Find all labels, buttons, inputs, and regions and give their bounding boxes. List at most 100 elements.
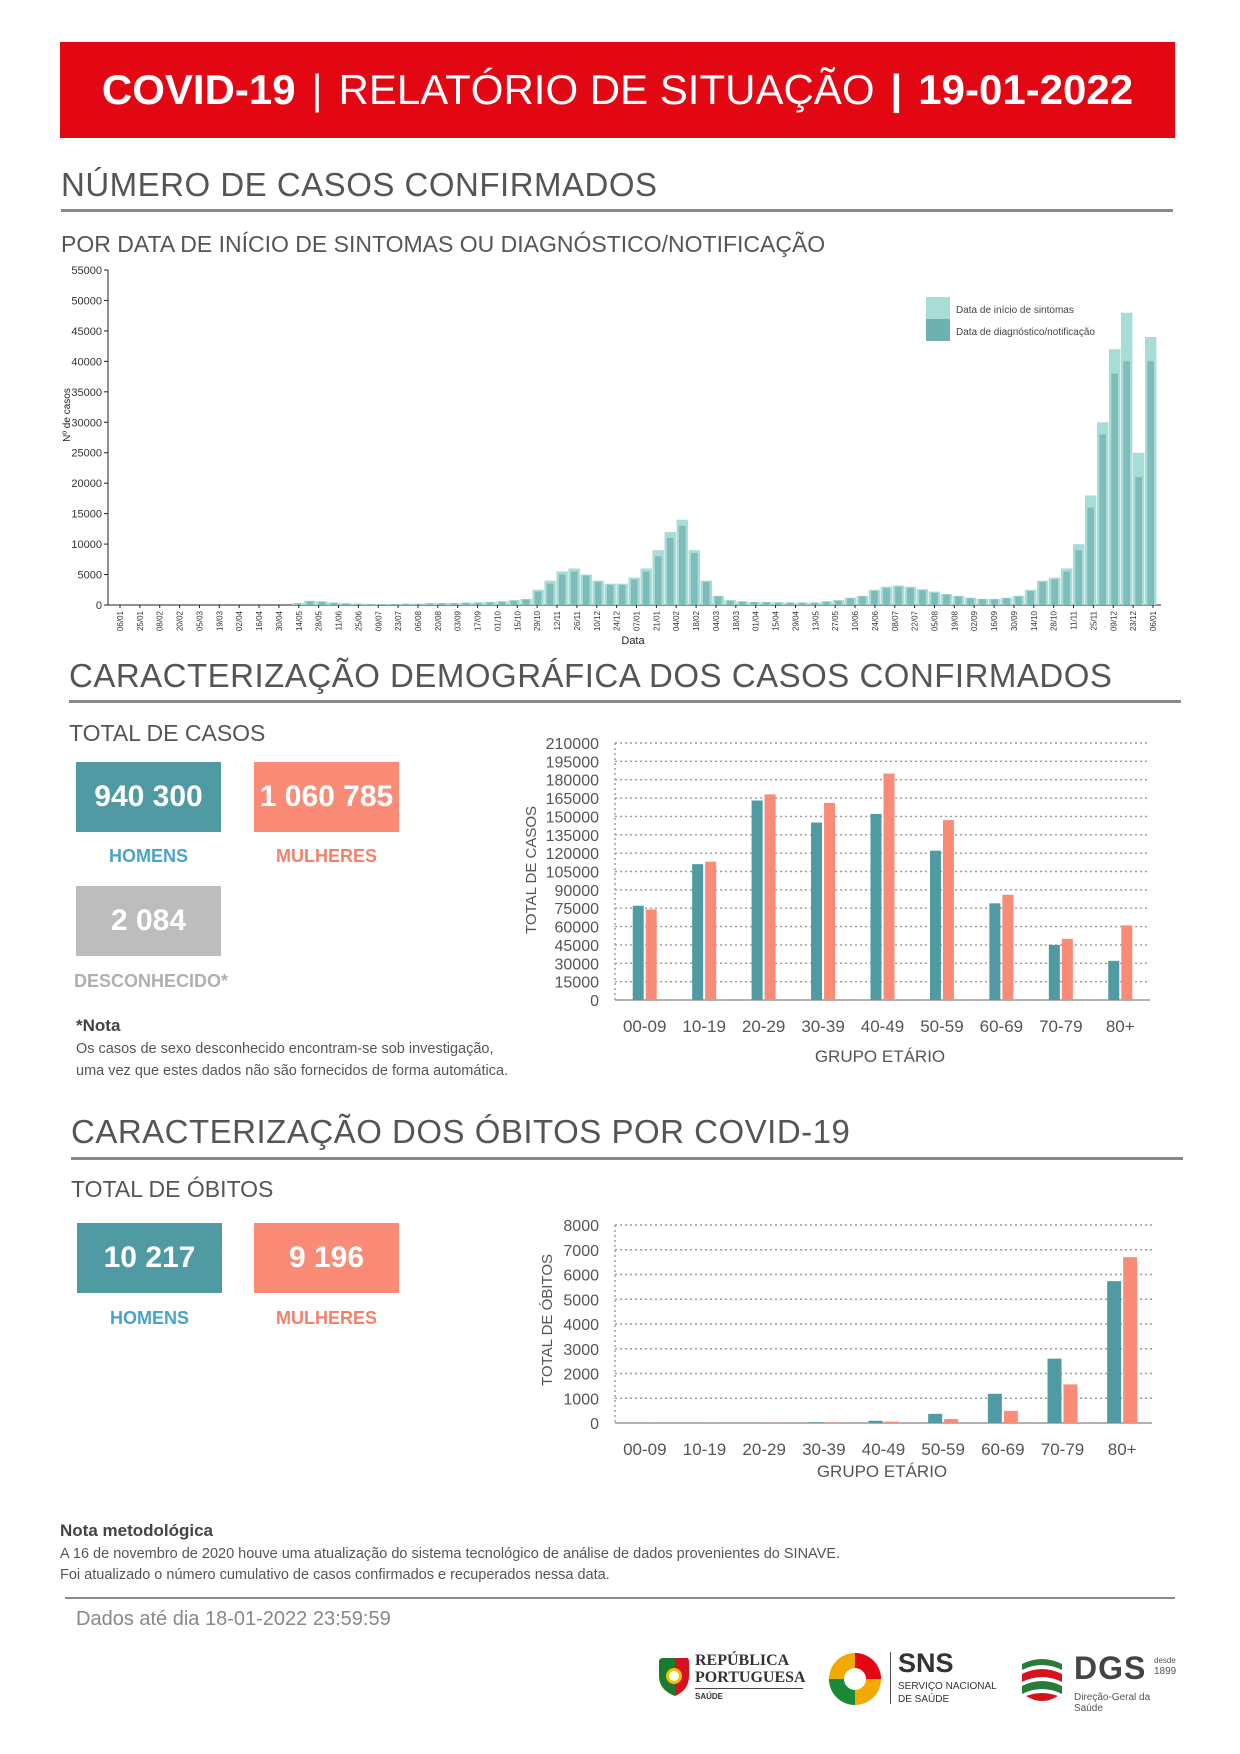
epi-bar-notification	[426, 603, 434, 605]
epi-legend-label-notification: Data de diagnóstico/notificação	[956, 327, 1095, 338]
epi-x-tick-label: 19/03	[215, 610, 224, 631]
cases-age-ylabel: TOTAL DE CASOS	[523, 806, 540, 934]
cases-age-x-tick-label: 20-29	[742, 1017, 785, 1036]
epi-y-tick-label: 35000	[71, 387, 102, 399]
epi-bar-notification	[895, 586, 902, 605]
cases-age-bar-men	[811, 822, 823, 1000]
deaths-age-x-tick-label: 50-59	[921, 1440, 964, 1459]
epi-bar-notification	[835, 600, 842, 605]
portugal-shield-icon	[659, 1658, 689, 1696]
deaths-age-bar-women	[1003, 1410, 1018, 1423]
deaths-women-value: 9 196	[254, 1223, 399, 1293]
epi-bar-notification	[654, 556, 662, 605]
epi-bar-notification	[967, 598, 974, 605]
epi-bar-notification	[702, 581, 710, 605]
cases-age-y-tick-label: 75000	[555, 901, 600, 918]
cases-age-y-tick-label: 150000	[546, 809, 599, 826]
deaths-age-bar-men	[987, 1393, 1002, 1423]
epi-x-tick-label: 23/12	[1129, 610, 1138, 631]
logo3-main: DGS	[1074, 1650, 1147, 1686]
epi-bar-notification	[414, 603, 422, 605]
epi-bar-notification	[1111, 373, 1118, 605]
cases-age-bar-men	[1048, 944, 1060, 1000]
epi-bar-notification	[907, 587, 914, 605]
republica-portuguesa-logo: REPÚBLICA PORTUGUESA SAÚDE	[655, 1652, 806, 1708]
cases-age-x-tick-label: 40-49	[861, 1017, 904, 1036]
cases-age-x-tick-label: 60-69	[980, 1017, 1023, 1036]
deaths-age-y-tick-label: 2000	[563, 1367, 599, 1384]
epi-x-tick-label: 18/03	[732, 610, 741, 631]
deaths-age-y-tick-label: 5000	[563, 1292, 599, 1309]
deaths-age-xlabel: GRUPO ETÁRIO	[817, 1462, 947, 1481]
epi-bar-notification	[1135, 477, 1142, 605]
deaths-age-bar-men	[808, 1422, 823, 1423]
epi-bar-notification	[1039, 581, 1046, 605]
epi-x-tick-label: 27/05	[831, 610, 840, 631]
epi-bar-notification	[775, 602, 782, 605]
epi-bar-notification	[606, 584, 614, 605]
epi-bar-notification	[751, 601, 758, 605]
epi-bar-notification	[558, 574, 566, 605]
epi-bar-notification	[594, 581, 602, 605]
banner-date: 19-01-2022	[918, 66, 1134, 113]
epi-xlabel: Data	[621, 635, 645, 647]
epi-x-tick-label: 13/05	[811, 610, 820, 631]
cases-title: NÚMERO DE CASOS CONFIRMADOS	[61, 166, 658, 203]
cases-age-bar-women	[824, 802, 836, 1000]
method-note-title: Nota metodológica	[60, 1521, 214, 1540]
epi-x-tick-label: 02/04	[235, 610, 244, 631]
cases-age-y-tick-label: 0	[590, 993, 599, 1010]
epi-x-tick-label: 12/11	[553, 610, 562, 630]
epi-x-tick-label: 04/03	[712, 610, 721, 631]
epi-bar-notification	[498, 601, 506, 605]
epi-bar-notification	[474, 602, 482, 605]
epi-bar-notification	[811, 602, 818, 605]
epi-x-tick-label: 25/01	[136, 610, 145, 631]
epi-x-tick-label: 14/10	[1030, 610, 1039, 631]
epi-bar-notification	[871, 590, 878, 605]
epi-bar-notification	[582, 575, 590, 605]
epi-bar-notification	[342, 603, 350, 605]
epi-bar-notification	[1003, 598, 1010, 605]
epi-bar-notification	[354, 603, 362, 605]
deaths-age-y-tick-label: 4000	[563, 1317, 599, 1334]
cases-age-x-tick-label: 00-09	[623, 1017, 666, 1036]
epi-bar-notification	[726, 600, 734, 605]
demo-note-line2: uma vez que estes dados não são fornecid…	[76, 1063, 509, 1079]
report-banner: COVID-19 | RELATÓRIO DE SITUAÇÃO | 19-01…	[60, 42, 1175, 138]
epi-bar-notification	[859, 596, 866, 605]
cases-unknown-label: DESCONHECIDO*	[73, 971, 229, 991]
cases-age-bar-women	[1121, 925, 1133, 1000]
cases-age-y-tick-label: 15000	[555, 975, 600, 992]
epi-bar-notification	[534, 591, 542, 605]
cases-age-bar-women	[883, 773, 895, 1000]
epi-bar-notification	[799, 602, 806, 605]
epi-x-tick-label: 05/08	[930, 610, 939, 631]
epi-bar-notification	[714, 596, 722, 605]
epi-bar-notification	[522, 599, 530, 605]
epi-bar-notification	[402, 603, 410, 605]
epi-y-tick-label: 40000	[71, 356, 102, 368]
epi-bar-notification	[1075, 550, 1082, 605]
epi-legend-label-symptoms: Data de início de sintomas	[956, 305, 1074, 316]
epi-x-tick-label: 07/01	[633, 610, 642, 631]
demo-divider	[69, 700, 1181, 703]
data-until: Dados até dia 18-01-2022 23:59:59	[76, 1608, 391, 1630]
epi-bar-notification	[1051, 579, 1058, 605]
logo2-line1: SERVIÇO NACIONAL	[898, 1681, 997, 1692]
deaths-age-y-tick-label: 8000	[563, 1218, 599, 1235]
epi-x-tick-label: 01/04	[752, 610, 761, 631]
cases-women-value: 1 060 785	[254, 762, 399, 832]
deaths-age-y-tick-label: 7000	[563, 1243, 599, 1260]
epi-bar-notification	[630, 579, 638, 605]
epi-legend-swatch-notification	[926, 319, 950, 341]
epi-bar-notification	[294, 603, 302, 605]
epi-bar-notification	[1087, 507, 1094, 605]
deaths-age-bar-men	[868, 1420, 883, 1423]
epi-x-tick-label: 25/06	[354, 610, 363, 631]
cases-age-y-tick-label: 30000	[555, 956, 600, 973]
epi-bar-notification	[823, 601, 830, 605]
epi-x-tick-label: 10/06	[851, 610, 860, 631]
epi-bar-notification	[546, 583, 554, 605]
